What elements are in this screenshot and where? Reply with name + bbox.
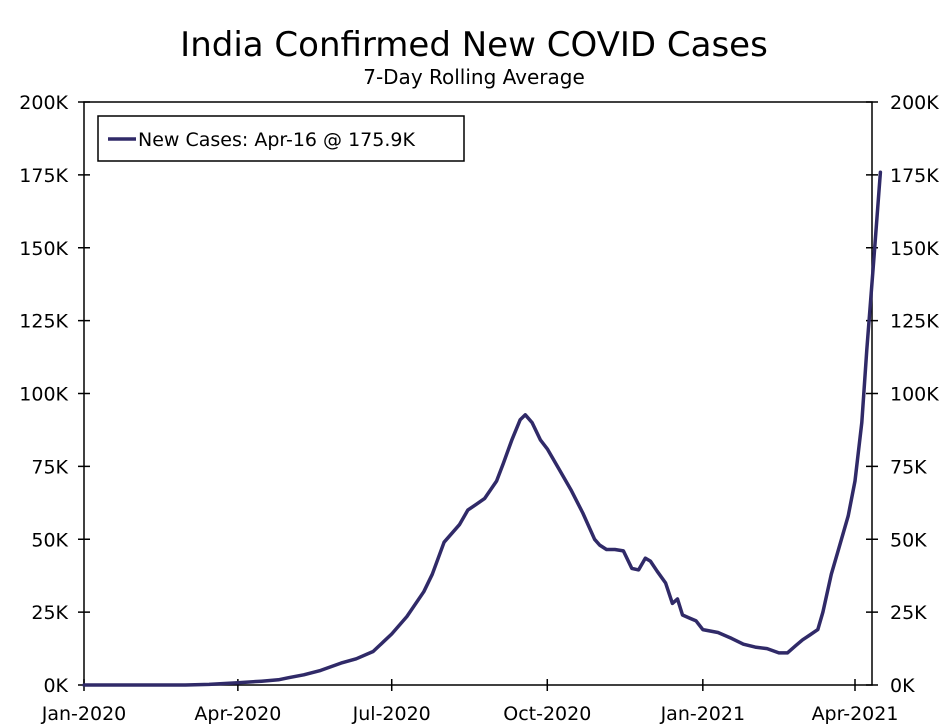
- legend-box: [97, 115, 465, 162]
- y-tick-label-right: 0K: [890, 675, 915, 697]
- y-tick-label-right: 100K: [890, 384, 939, 406]
- y-tick-label-left: 0K: [43, 675, 68, 697]
- y-tick-label-left: 150K: [19, 238, 68, 260]
- x-tick-label: Jul-2020: [352, 703, 431, 725]
- series-line-new-cases: [82, 170, 883, 687]
- y-tick-label-right: 150K: [890, 238, 939, 260]
- y-tick-label-left: 200K: [19, 92, 68, 114]
- y-tick-label-right: 175K: [890, 165, 939, 187]
- y-tick-label-left: 175K: [19, 165, 68, 187]
- y-tick-label-right: 50K: [890, 529, 927, 551]
- legend-label: New Cases: Apr-16 @ 175.9K: [138, 129, 415, 151]
- x-tick-label: Apr-2021: [812, 703, 899, 725]
- y-tick-label-left: 125K: [19, 311, 68, 333]
- y-tick-label-left: 75K: [31, 456, 68, 478]
- x-axis: Jan-2020 Apr-2020 Jul-2020 Oct-2020 Jan-2021…: [41, 679, 899, 725]
- chart-title: India Confirmed New COVID Cases: [180, 25, 768, 65]
- y-tick-label-left: 50K: [31, 529, 68, 551]
- legend: New Cases: Apr-16 @ 175.9K: [97, 115, 465, 162]
- y-tick-label-left: 100K: [19, 384, 68, 406]
- x-tick-label: Jan-2021: [660, 703, 746, 725]
- chart-subtitle: 7-Day Rolling Average: [363, 65, 585, 89]
- x-tick-label: Oct-2020: [503, 703, 591, 725]
- y-tick-label-right: 125K: [890, 311, 939, 333]
- y-tick-label-left: 25K: [31, 602, 68, 624]
- x-tick-label: Jan-2020: [41, 703, 127, 725]
- y-axis-left: 0K 25K 50K 75K 100K 125K 150K 175K 200K: [19, 92, 90, 697]
- y-tick-label-right: 75K: [890, 456, 927, 478]
- x-tick-label: Apr-2020: [194, 703, 281, 725]
- y-tick-label-right: 25K: [890, 602, 927, 624]
- y-axis-right: 0K 25K 50K 75K 100K 125K 150K 175K 200K: [866, 92, 939, 697]
- y-tick-label-right: 200K: [890, 92, 939, 114]
- plot-frame: [83, 101, 873, 686]
